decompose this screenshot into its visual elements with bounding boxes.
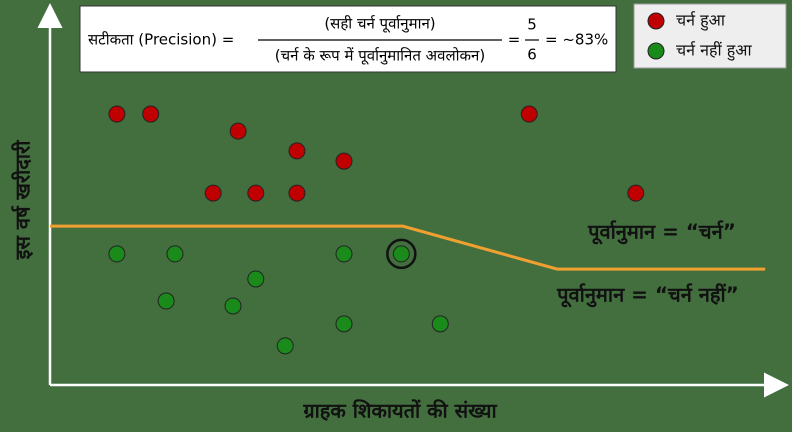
- y-axis-label: इस वर्ष खरीदारी: [11, 140, 35, 261]
- point: [627, 184, 645, 202]
- point: [431, 315, 449, 333]
- annotation: पूर्वानुमान = “चर्न”: [587, 220, 736, 245]
- point: [392, 245, 410, 263]
- annotation: पूर्वानुमान = “चर्न नहीं”: [556, 283, 739, 308]
- point: [288, 142, 306, 160]
- formula-equals: =: [508, 31, 521, 49]
- point: [247, 270, 265, 288]
- point: [288, 184, 306, 202]
- point: [247, 184, 265, 202]
- point: [335, 315, 353, 333]
- point: [108, 245, 126, 263]
- legend-label: चर्न नहीं हुआ: [676, 41, 752, 62]
- point: [108, 105, 126, 123]
- point: [520, 105, 538, 123]
- point: [335, 152, 353, 170]
- point: [142, 105, 160, 123]
- point: [204, 184, 222, 202]
- point: [157, 292, 175, 310]
- formula-result: = ~83%: [545, 31, 608, 49]
- formula-numerator: (सही चर्न पूर्वानुमान): [324, 15, 435, 34]
- legend-marker: [647, 12, 665, 30]
- formula-lhs: सटीकता (Precision) =: [88, 31, 234, 49]
- point: [166, 245, 184, 263]
- formula-num: 5: [527, 16, 537, 34]
- point: [229, 122, 247, 140]
- formula-box: [79, 5, 617, 73]
- legend-label: चर्न हुआ: [676, 11, 726, 32]
- point: [335, 245, 353, 263]
- point: [276, 337, 294, 355]
- point: [224, 297, 242, 315]
- legend-marker: [647, 42, 665, 60]
- decision-boundary: [50, 224, 766, 271]
- formula-denominator: (चर्न के रूप में पूर्वानुमानित अवलोकन): [275, 47, 485, 66]
- formula-den: 6: [527, 46, 537, 64]
- x-axis-label: ग्राहक शिकायतों की संख्या: [302, 399, 497, 423]
- highlight-ring: [386, 238, 417, 270]
